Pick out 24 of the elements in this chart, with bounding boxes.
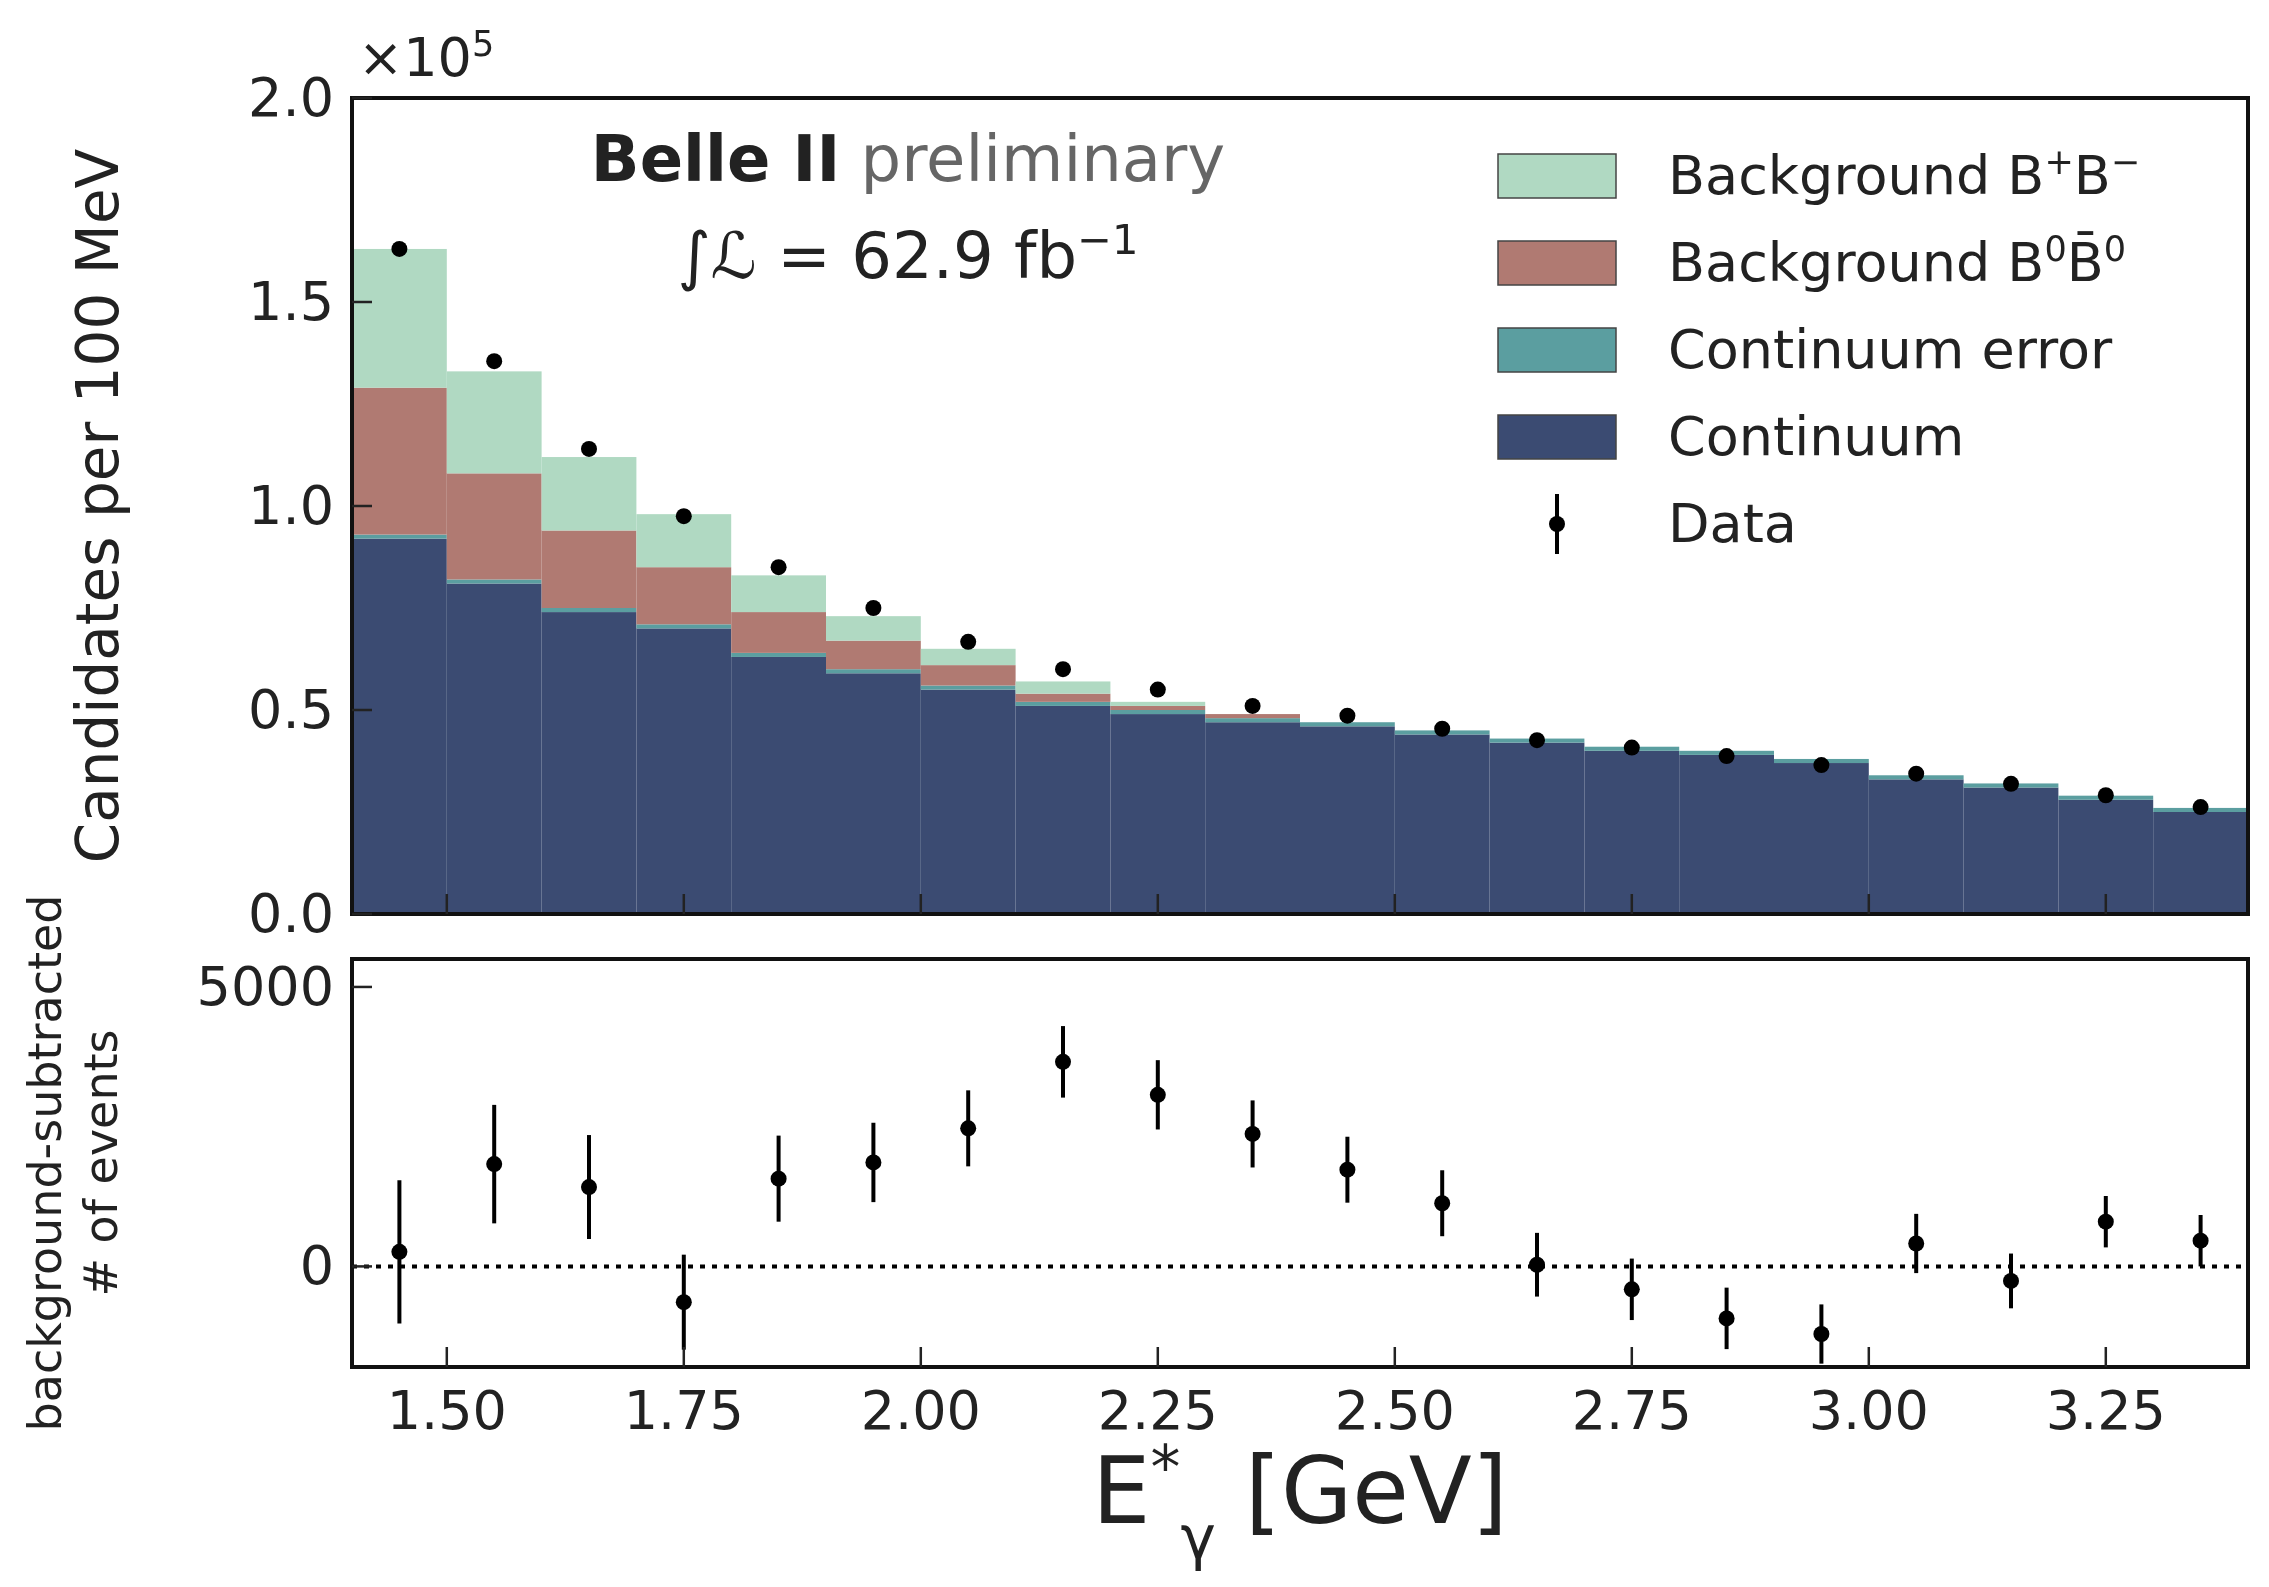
legend-label: Continuum error	[1668, 318, 2114, 381]
annotation: ∫ℒ = 62.9 fb$^{−1}$	[677, 214, 1139, 293]
x-tick-label: 3.25	[2045, 1379, 2166, 1442]
annotation: Belle II	[590, 122, 841, 196]
y-tick-label: 0	[299, 1234, 334, 1298]
y-tick-label: 0.5	[248, 678, 334, 741]
x-tick-label: 1.50	[386, 1379, 507, 1442]
y-tick-label: 1.0	[248, 474, 334, 537]
y-axis-title: Candidates per 100 MeV	[64, 148, 132, 864]
annotation: preliminary	[860, 122, 1226, 196]
x-tick-label: 1.75	[623, 1379, 744, 1442]
legend-label: Data	[1668, 492, 1797, 555]
x-tick-label: 2.00	[860, 1379, 981, 1442]
y-tick-label: 0.0	[248, 882, 334, 945]
y-axis-title: background-subtracted # of events	[18, 894, 128, 1432]
y-tick-label: 1.5	[248, 270, 334, 333]
x-tick-label: 3.00	[1808, 1379, 1929, 1442]
legend-label: Continuum	[1668, 405, 1965, 468]
y-tick-label: 5000	[196, 954, 334, 1018]
legend-label: Background B$^{+}$B$^{−}$	[1668, 140, 2141, 207]
y-tick-label: 2.0	[248, 66, 334, 129]
x-tick-label: 2.75	[1571, 1379, 1692, 1442]
legend-label: Background B$^{0}$B̄$^{0}$	[1668, 227, 2127, 294]
text: ×10$^{5}$	[358, 22, 495, 89]
